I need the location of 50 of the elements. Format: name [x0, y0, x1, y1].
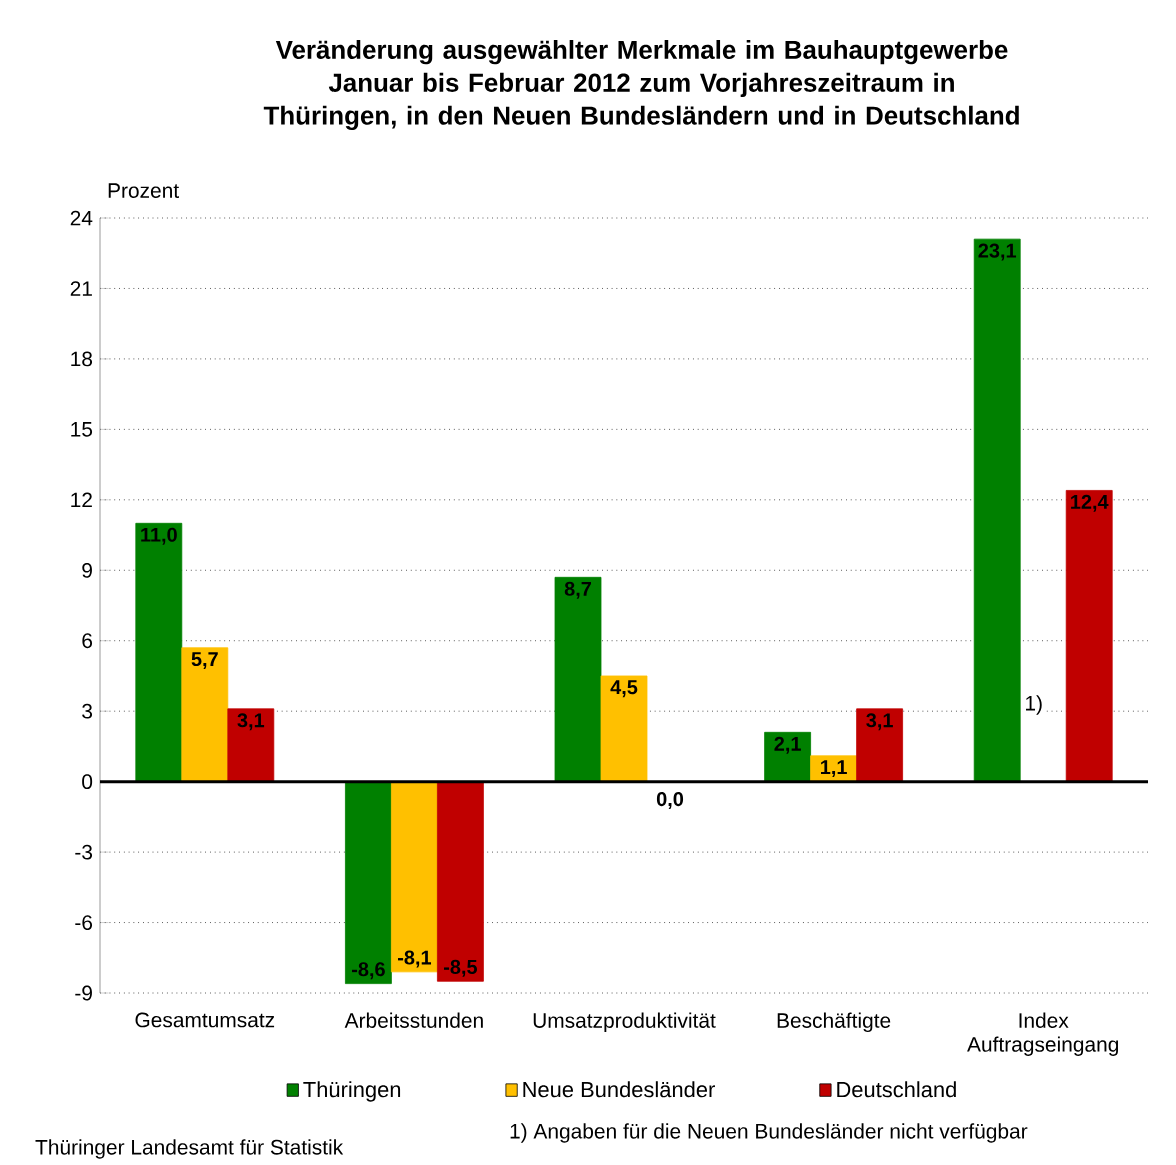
bar — [345, 781, 392, 985]
data-label: 12,4 — [1071, 494, 1109, 512]
y-tick-label: -6 — [75, 915, 93, 930]
bar — [181, 647, 229, 783]
x-tick-label: Umsatzproduktivität — [533, 1012, 716, 1033]
y-axis-title: Prozent — [108, 183, 179, 198]
data-label: 5,7 — [191, 652, 218, 669]
x-tick-label: Arbeitsstunden — [344, 1012, 483, 1028]
bar — [391, 781, 438, 973]
data-label: 3,1 — [237, 713, 265, 731]
y-tick-label: 12 — [71, 492, 92, 508]
y-tick-label: -9 — [75, 985, 92, 1001]
data-label: -8,1 — [398, 950, 432, 968]
bar — [856, 708, 904, 783]
data-label: 2,1 — [774, 736, 801, 754]
text: Thüringer Landesamt für Statistik — [35, 1139, 344, 1159]
data-label: -8,5 — [444, 959, 478, 977]
x-tick-label: Index Auftragseingang — [967, 1012, 1119, 1056]
data-label: 4,5 — [610, 680, 638, 698]
bar — [227, 708, 275, 783]
bar — [1065, 490, 1113, 783]
y-tick-label: 21 — [70, 281, 92, 296]
x-tick-label: Gesamtumsatz — [135, 1012, 275, 1028]
y-tick-label: 3 — [82, 703, 93, 719]
y-tick-label: 0 — [82, 774, 93, 790]
legend-label: Neue Bundesländer — [523, 1081, 715, 1098]
bar — [135, 522, 183, 783]
text: 1) Angaben für die Neuen Bundesländer nicht verfügbar — [510, 1123, 1028, 1143]
legend-label: Deutschland — [837, 1081, 956, 1098]
bar — [973, 238, 1021, 783]
bar — [554, 576, 602, 783]
y-tick-label: -3 — [75, 844, 93, 860]
data-label: 3,1 — [866, 713, 893, 731]
chart-title: Veränderung ausgewählter Merkmale im Bauhauptgewerbe Januar bis Februar 2012 zum Vorjahreszeitraum in Thüringen, in den Neuen Bundesländern und in Deutschland — [263, 39, 1019, 130]
legend-label: Thüringen — [303, 1081, 401, 1102]
data-label: 11,0 — [141, 527, 177, 545]
data-label: -8,6 — [352, 962, 385, 980]
y-tick-label: 18 — [71, 351, 93, 367]
data-label: 1,1 — [821, 760, 847, 777]
y-tick-label: 15 — [71, 422, 93, 437]
y-tick-label: 6 — [82, 633, 93, 649]
bar — [600, 675, 648, 783]
data-label: 23,1 — [978, 243, 1017, 261]
bar — [437, 781, 484, 982]
data-label: 8,7 — [564, 581, 591, 599]
y-tick-label: 9 — [82, 562, 92, 578]
data-label: 0,0 — [656, 792, 684, 810]
annotation: 1) — [1026, 695, 1042, 715]
y-tick-label: 24 — [70, 210, 93, 226]
x-tick-label: Beschäftigte — [777, 1012, 891, 1033]
